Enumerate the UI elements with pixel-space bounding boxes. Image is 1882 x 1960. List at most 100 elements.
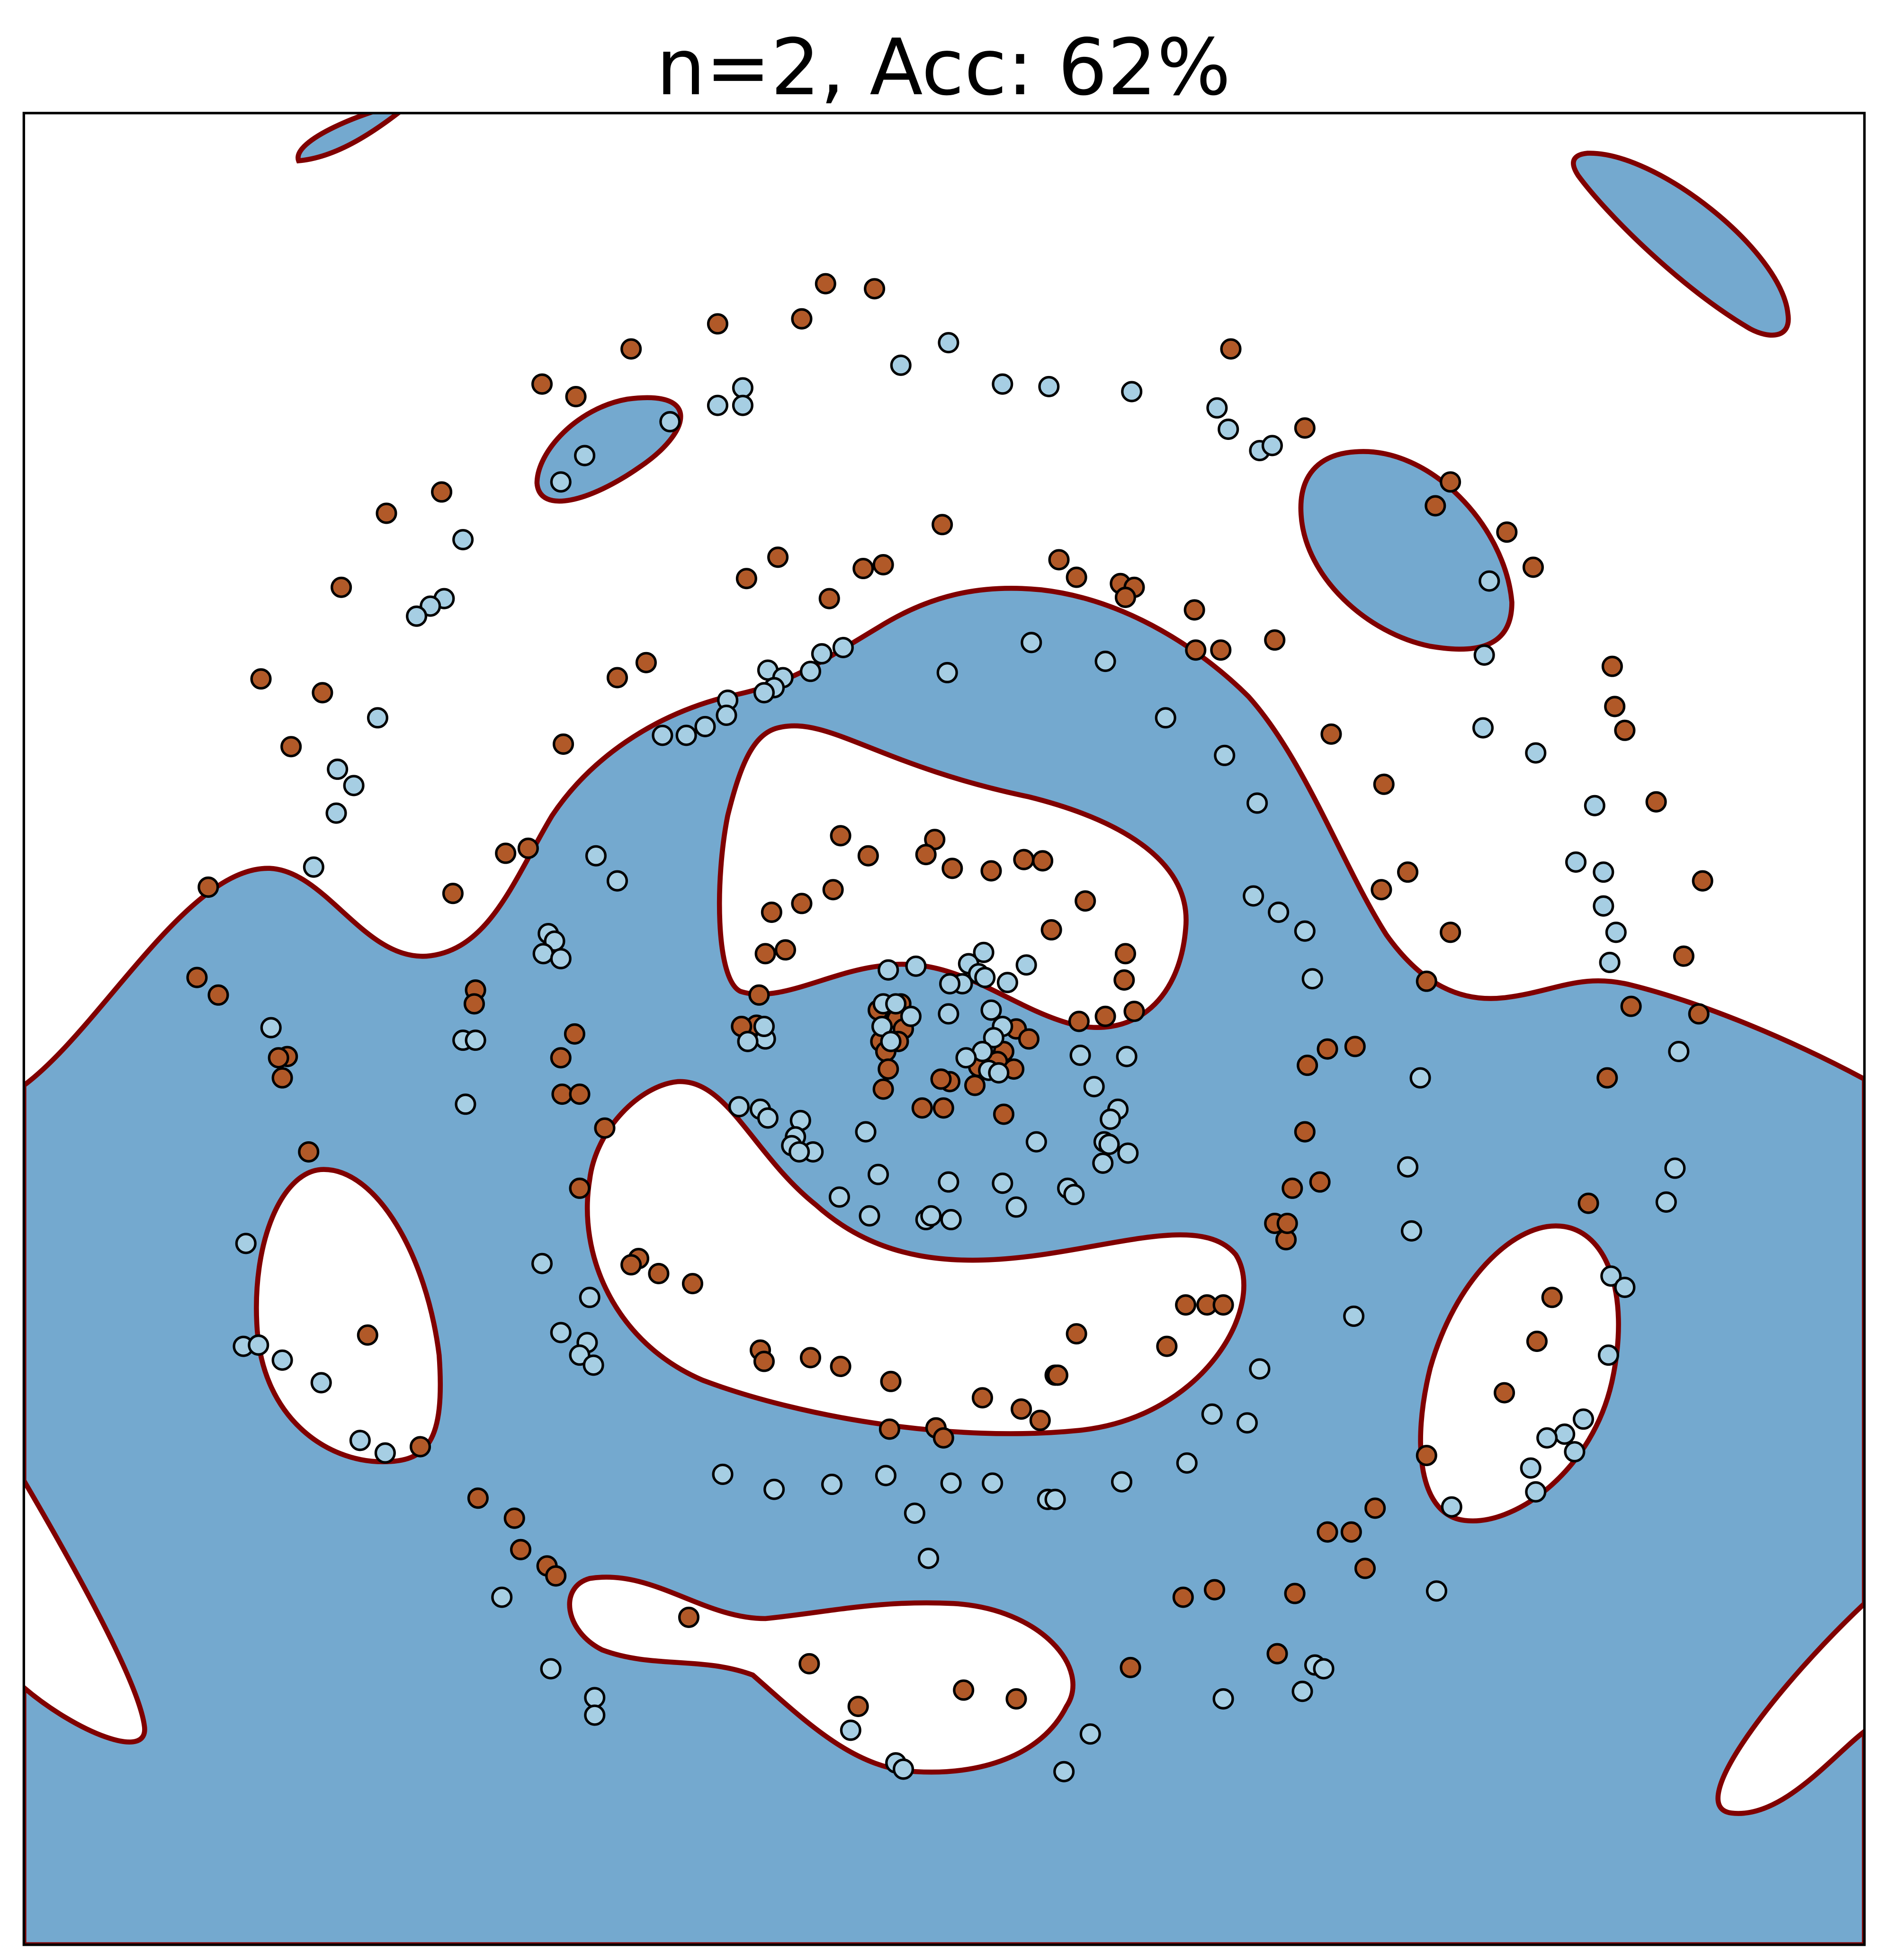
point [988, 1062, 1010, 1084]
point [1038, 376, 1060, 397]
point [1114, 586, 1136, 608]
point [271, 1067, 293, 1089]
point [791, 308, 813, 330]
point [1068, 1011, 1090, 1032]
point [1397, 1156, 1419, 1178]
point [1294, 417, 1316, 439]
point [728, 1096, 750, 1118]
point [1069, 1044, 1091, 1066]
point [1094, 651, 1116, 672]
point [1156, 1335, 1178, 1357]
point [1113, 969, 1135, 991]
point [510, 1539, 531, 1560]
point [652, 725, 673, 746]
point [1313, 1658, 1335, 1680]
point [930, 1068, 952, 1090]
point [1343, 1306, 1365, 1327]
point [1268, 901, 1290, 923]
point [248, 1334, 269, 1356]
point [832, 636, 854, 658]
point [828, 1186, 850, 1208]
point [1605, 922, 1627, 943]
point [791, 893, 813, 914]
point [648, 1262, 670, 1284]
point [1599, 951, 1621, 973]
point [1114, 943, 1136, 965]
point [753, 682, 775, 704]
point [1664, 1157, 1686, 1179]
point [455, 1093, 476, 1115]
point [532, 943, 554, 965]
point [1047, 1364, 1068, 1386]
point [799, 1347, 821, 1369]
region [567, 1575, 1075, 1775]
point [584, 1687, 606, 1709]
point [754, 943, 776, 965]
point [406, 605, 428, 627]
point [753, 1016, 775, 1038]
point [798, 1653, 820, 1674]
point [1053, 1761, 1075, 1782]
point [973, 941, 995, 963]
point [789, 1141, 810, 1163]
point [774, 939, 797, 961]
point [761, 901, 782, 923]
point [1063, 1184, 1085, 1206]
point [1005, 1688, 1027, 1710]
point [855, 1121, 877, 1143]
point [1266, 1643, 1288, 1665]
point [550, 471, 572, 493]
point [932, 1097, 954, 1119]
point [757, 1107, 779, 1129]
point [1032, 850, 1054, 872]
point [1117, 1142, 1139, 1164]
point [1472, 717, 1494, 739]
point [1013, 849, 1035, 870]
point [1668, 1040, 1690, 1063]
point [1688, 1003, 1710, 1025]
point [748, 984, 770, 1006]
point [1473, 644, 1495, 666]
point [186, 967, 208, 988]
point [491, 1586, 513, 1608]
point [864, 278, 886, 300]
point [376, 502, 397, 524]
point [1246, 792, 1268, 814]
point [799, 661, 821, 682]
point [852, 557, 874, 580]
point [442, 883, 464, 904]
point [904, 1502, 925, 1524]
point [606, 870, 628, 892]
point [467, 1487, 489, 1509]
point [1123, 1001, 1145, 1022]
point [1175, 1294, 1197, 1316]
point [1525, 742, 1547, 764]
point [938, 1003, 959, 1025]
point [1400, 1220, 1423, 1242]
point [495, 842, 517, 864]
point [1220, 338, 1242, 360]
point [1172, 1586, 1194, 1608]
point [1261, 435, 1283, 456]
point [1291, 1681, 1313, 1702]
point [585, 845, 607, 867]
point [1364, 1497, 1386, 1519]
point [1079, 1723, 1101, 1745]
point [1249, 1358, 1271, 1380]
point [659, 411, 681, 433]
point [331, 576, 352, 598]
point [1066, 1323, 1087, 1345]
point [1301, 968, 1323, 990]
point [465, 1029, 486, 1051]
point [1294, 1121, 1316, 1143]
point [550, 948, 572, 969]
point [1120, 1656, 1141, 1678]
point [207, 984, 229, 1006]
point [815, 273, 836, 295]
point [1185, 639, 1207, 661]
point [707, 313, 728, 335]
point [325, 802, 347, 824]
point [1577, 1192, 1599, 1214]
point [565, 386, 587, 408]
point [1692, 870, 1713, 892]
